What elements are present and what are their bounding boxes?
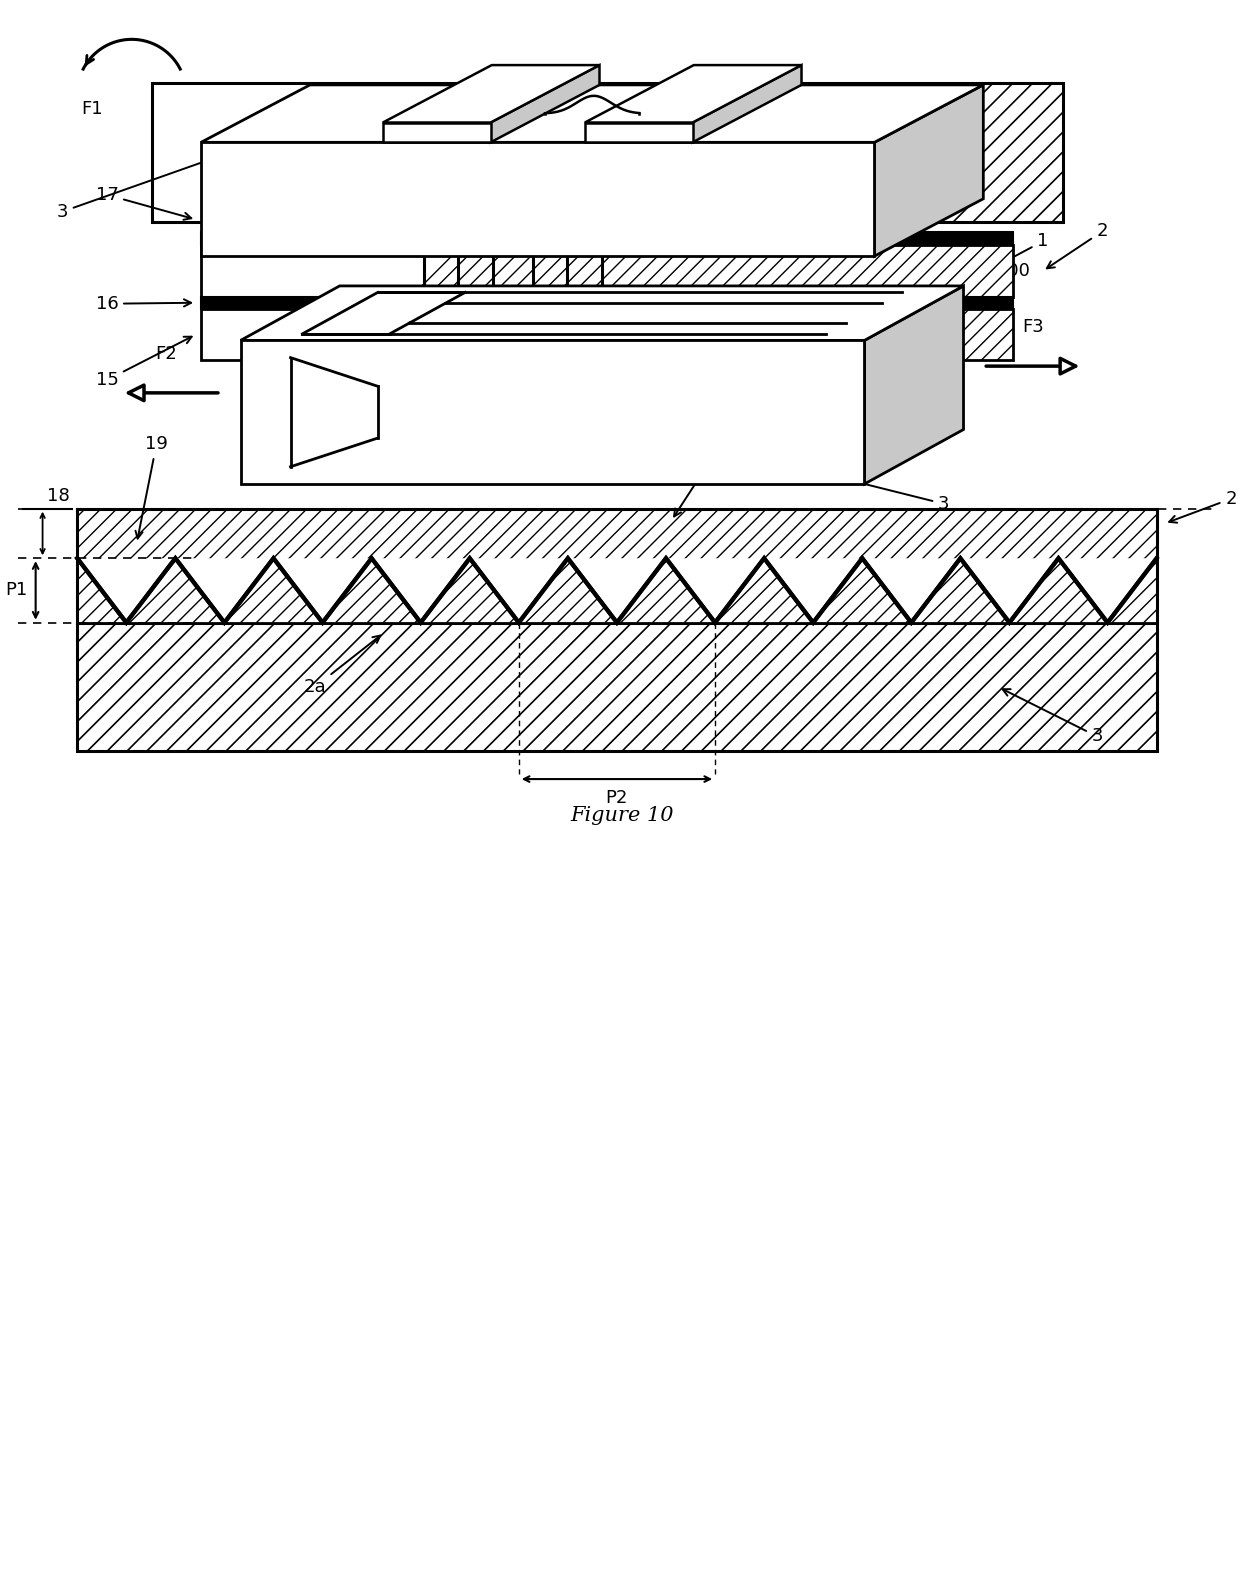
Text: 13: 13 (574, 134, 653, 200)
Polygon shape (960, 558, 1059, 622)
Polygon shape (383, 123, 491, 143)
Text: 15: 15 (95, 336, 192, 390)
Bar (201, 245, 1013, 297)
Text: 2: 2 (1169, 490, 1236, 523)
Text: Figure 11: Figure 11 (570, 300, 673, 320)
Text: 100: 100 (800, 242, 1030, 280)
Polygon shape (568, 558, 666, 622)
Polygon shape (383, 64, 599, 123)
Bar (201, 233, 1013, 245)
Polygon shape (77, 558, 175, 622)
Bar (77, 509, 1157, 622)
Text: 18: 18 (47, 487, 69, 504)
Polygon shape (585, 64, 801, 123)
Polygon shape (372, 558, 470, 622)
Polygon shape (874, 85, 983, 256)
Text: Figure 9: Figure 9 (577, 247, 667, 265)
Polygon shape (862, 558, 960, 622)
Polygon shape (241, 341, 864, 484)
Text: F3: F3 (1022, 319, 1044, 336)
Polygon shape (864, 286, 963, 484)
Polygon shape (201, 85, 983, 143)
Text: 2a: 2a (304, 636, 381, 696)
Bar (151, 83, 1063, 222)
Polygon shape (666, 558, 764, 622)
Text: 19: 19 (135, 435, 167, 539)
Text: 3: 3 (810, 468, 950, 512)
Text: 2b: 2b (675, 435, 733, 517)
Bar (77, 622, 1157, 751)
Text: Figure 10: Figure 10 (570, 806, 673, 825)
Text: F2: F2 (155, 346, 177, 363)
Polygon shape (470, 558, 568, 622)
Text: 2: 2 (1047, 223, 1107, 269)
Polygon shape (764, 558, 862, 622)
Bar (201, 297, 1013, 308)
Bar (201, 308, 1013, 360)
Text: 3: 3 (57, 152, 226, 220)
Text: P1: P1 (5, 581, 27, 600)
Text: 1: 1 (973, 233, 1049, 278)
Text: 17: 17 (95, 185, 191, 220)
Text: 16: 16 (95, 295, 191, 313)
Text: P2: P2 (605, 789, 629, 807)
Polygon shape (585, 123, 693, 143)
Text: 3: 3 (1003, 690, 1102, 746)
Text: F1: F1 (82, 99, 103, 118)
Polygon shape (175, 558, 274, 622)
Polygon shape (693, 64, 801, 143)
Text: 14: 14 (373, 129, 450, 195)
Polygon shape (201, 143, 874, 256)
Polygon shape (1059, 558, 1157, 622)
Polygon shape (491, 64, 599, 143)
Polygon shape (241, 286, 963, 341)
Polygon shape (274, 558, 372, 622)
